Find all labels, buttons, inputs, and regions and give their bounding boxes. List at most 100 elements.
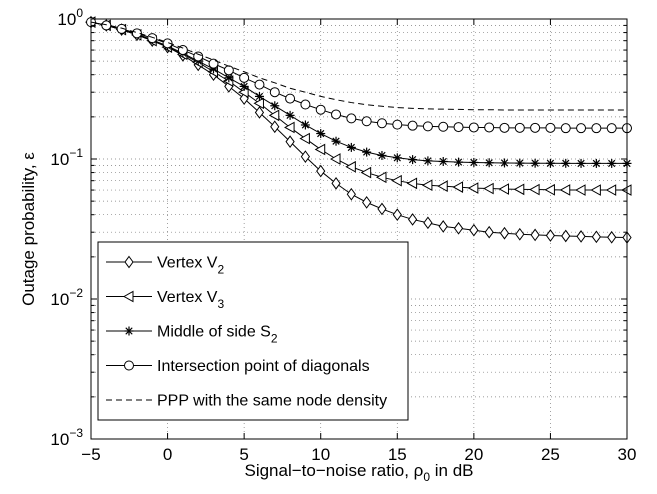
x-axis-label: Signal−to−noise ratio, ρ0 in dB	[244, 461, 473, 484]
data-point	[131, 28, 142, 39]
data-point	[421, 179, 433, 192]
legend-label: Middle of side S2	[157, 324, 278, 346]
data-point	[484, 225, 494, 239]
data-point	[452, 181, 464, 193]
data-point	[438, 220, 448, 233]
x-axis-label-suffix: in dB	[430, 461, 473, 480]
x-tick-label: 0	[163, 445, 172, 464]
data-point	[193, 51, 204, 62]
data-point	[423, 216, 433, 230]
x-tick-label: −5	[81, 445, 100, 464]
data-point	[606, 123, 617, 134]
data-point	[529, 183, 540, 196]
data-point	[101, 20, 112, 31]
data-point	[147, 33, 158, 44]
data-point	[576, 123, 587, 134]
data-point	[116, 23, 127, 34]
data-point	[591, 158, 601, 168]
y-tick-label: 10−1	[50, 146, 83, 169]
data-point	[498, 183, 509, 195]
legend-entry: PPP with the same node density	[106, 393, 387, 410]
x-tick-label: 10	[311, 445, 330, 464]
data-point	[270, 101, 280, 111]
data-point	[499, 158, 509, 168]
data-point	[285, 93, 296, 104]
data-point	[591, 230, 601, 244]
data-point	[453, 122, 464, 133]
data-point	[576, 230, 586, 243]
data-point	[300, 99, 311, 110]
data-point	[376, 118, 387, 129]
data-point	[483, 182, 494, 195]
data-point	[315, 104, 326, 115]
data-point	[375, 171, 387, 184]
data-point	[469, 223, 479, 237]
data-point	[254, 91, 264, 101]
x-tick-label: 15	[388, 445, 407, 464]
data-point	[591, 123, 602, 134]
data-point	[269, 87, 280, 98]
data-point	[314, 143, 326, 156]
data-point	[515, 227, 525, 241]
legend-label: Intersection point of diagonals	[157, 358, 370, 375]
y-tick-label: 10−2	[50, 286, 83, 309]
data-point	[122, 290, 134, 303]
x-tick-label: 30	[618, 445, 637, 464]
data-point	[299, 132, 310, 145]
y-tick-label: 100	[57, 6, 83, 29]
legend-entry: Vertex V2	[106, 255, 224, 277]
data-point	[300, 150, 311, 163]
legend-entry: Middle of side S2	[106, 324, 278, 346]
series-layer	[84, 15, 632, 244]
data-point	[530, 228, 540, 242]
data-point	[223, 65, 234, 76]
y-tick-label: 10−3	[50, 426, 83, 449]
data-point	[407, 213, 418, 226]
x-axis-label-sub: 0	[423, 470, 430, 484]
data-point	[300, 120, 310, 130]
data-point	[561, 158, 571, 168]
data-point	[484, 122, 495, 133]
data-point	[331, 136, 341, 146]
series-5	[90, 21, 627, 111]
data-point	[544, 183, 555, 196]
data-point	[515, 158, 525, 168]
x-tick-label: 25	[541, 445, 560, 464]
data-point	[438, 156, 448, 166]
legend-label: PPP with the same node density	[157, 393, 387, 410]
data-point	[545, 229, 556, 242]
data-point	[360, 166, 372, 179]
legend-label: Vertex V3	[157, 289, 224, 311]
data-point	[392, 119, 403, 130]
data-point	[469, 157, 479, 167]
data-point	[514, 122, 525, 133]
data-point	[346, 113, 357, 124]
data-point	[607, 230, 617, 244]
x-tick-label: 5	[239, 445, 248, 464]
data-point	[453, 221, 464, 235]
data-point	[545, 158, 555, 168]
legend-label: Vertex V2	[157, 255, 224, 277]
data-point	[438, 121, 449, 132]
data-point	[422, 121, 433, 132]
data-point	[530, 122, 541, 133]
data-point	[605, 184, 617, 196]
data-point	[331, 176, 341, 190]
data-point	[346, 187, 356, 201]
data-point	[408, 155, 418, 165]
data-point	[454, 157, 464, 167]
legend: Vertex V2 Vertex V3 Middle of side S2 Inter…	[97, 241, 409, 421]
data-point	[254, 79, 265, 90]
data-point	[407, 120, 418, 131]
series-4	[86, 17, 632, 134]
legend-entry: Intersection point of diagonals	[106, 358, 370, 375]
data-point	[254, 106, 265, 119]
data-point	[559, 184, 571, 196]
data-point	[284, 121, 295, 134]
data-point	[361, 116, 372, 127]
data-point	[590, 184, 601, 196]
data-point	[575, 184, 586, 196]
data-point	[124, 326, 134, 336]
data-point	[124, 255, 134, 269]
